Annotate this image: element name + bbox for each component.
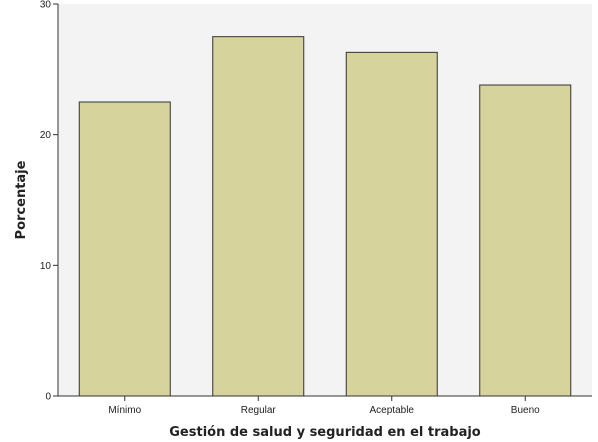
y-tick-label: 20: [40, 130, 52, 141]
y-tick-label: 10: [40, 261, 52, 272]
x-tick-label: Bueno: [511, 405, 540, 416]
y-axis-title: Porcentaje: [14, 160, 29, 239]
x-tick-label: Mínimo: [108, 405, 141, 416]
x-tick-label: Regular: [241, 405, 277, 416]
bar-3: [479, 84, 572, 397]
y-axis-ticks: 0 10 20 30: [40, 0, 58, 403]
bar-1: [212, 36, 305, 397]
x-axis-title: Gestión de salud y seguridad en el traba…: [169, 425, 481, 440]
y-tick-label: 30: [40, 0, 52, 11]
y-tick-label: 0: [45, 392, 51, 403]
bar-2: [345, 51, 438, 397]
x-axis-ticks: Mínimo Regular Aceptable Bueno: [108, 396, 540, 416]
x-tick-label: Aceptable: [370, 405, 415, 416]
bars-group: [78, 36, 572, 397]
bar-0: [78, 101, 171, 397]
